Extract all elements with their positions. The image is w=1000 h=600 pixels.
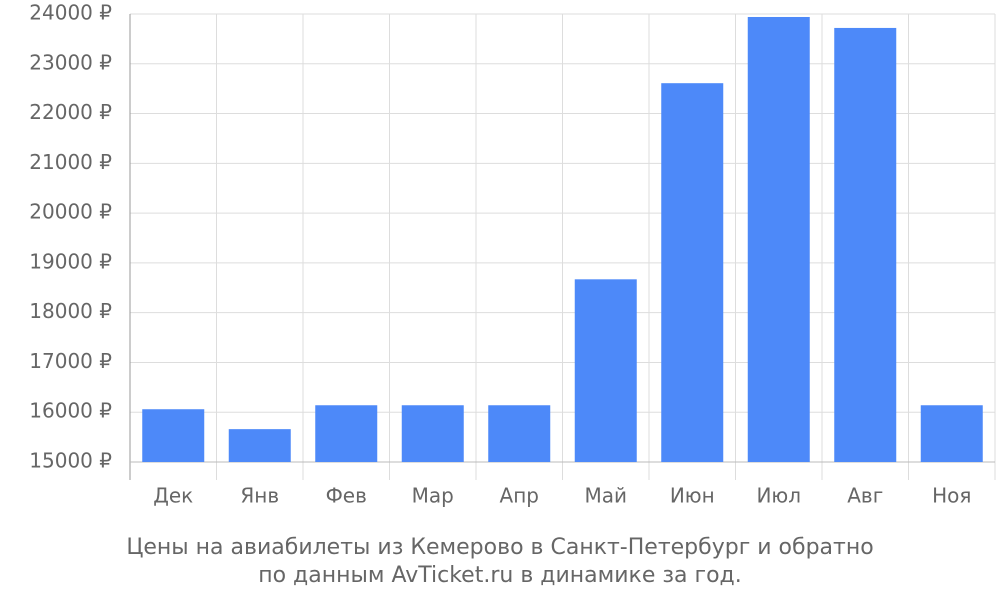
bar <box>920 405 983 462</box>
bar <box>834 27 897 463</box>
x-tick-label: Янв <box>240 484 279 508</box>
bar <box>574 279 637 462</box>
x-tick-label: Ноя <box>932 484 971 508</box>
y-tick-label: 24000 ₽ <box>29 1 112 25</box>
y-tick-label: 23000 ₽ <box>29 50 112 74</box>
chart-title: по данным AvTicket.ru в динамике за год. <box>258 563 742 588</box>
y-tick-label: 16000 ₽ <box>29 399 112 423</box>
x-tick-label: Июн <box>670 484 715 508</box>
x-tick-label: Апр <box>500 484 539 508</box>
bar <box>228 429 291 462</box>
y-tick-label: 17000 ₽ <box>29 349 112 373</box>
y-tick-label: 20000 ₽ <box>29 200 112 224</box>
bar <box>142 409 205 462</box>
y-tick-label: 15000 ₽ <box>29 449 112 473</box>
x-tick-label: Авг <box>847 484 883 508</box>
bar <box>747 16 810 463</box>
bar <box>488 405 551 462</box>
y-tick-label: 18000 ₽ <box>29 299 112 323</box>
y-tick-label: 21000 ₽ <box>29 150 112 174</box>
bar <box>315 405 378 462</box>
x-tick-label: Июл <box>756 484 801 508</box>
chart-title: Цены на авиабилеты из Кемерово в Санкт-П… <box>126 535 873 560</box>
x-tick-label: Май <box>584 484 627 508</box>
x-tick-label: Мар <box>412 484 454 508</box>
x-tick-label: Дек <box>153 484 193 508</box>
bar <box>661 83 724 463</box>
x-tick-label: Фев <box>326 484 367 508</box>
y-tick-label: 19000 ₽ <box>29 249 112 273</box>
bar <box>401 405 464 462</box>
y-tick-label: 22000 ₽ <box>29 100 112 124</box>
